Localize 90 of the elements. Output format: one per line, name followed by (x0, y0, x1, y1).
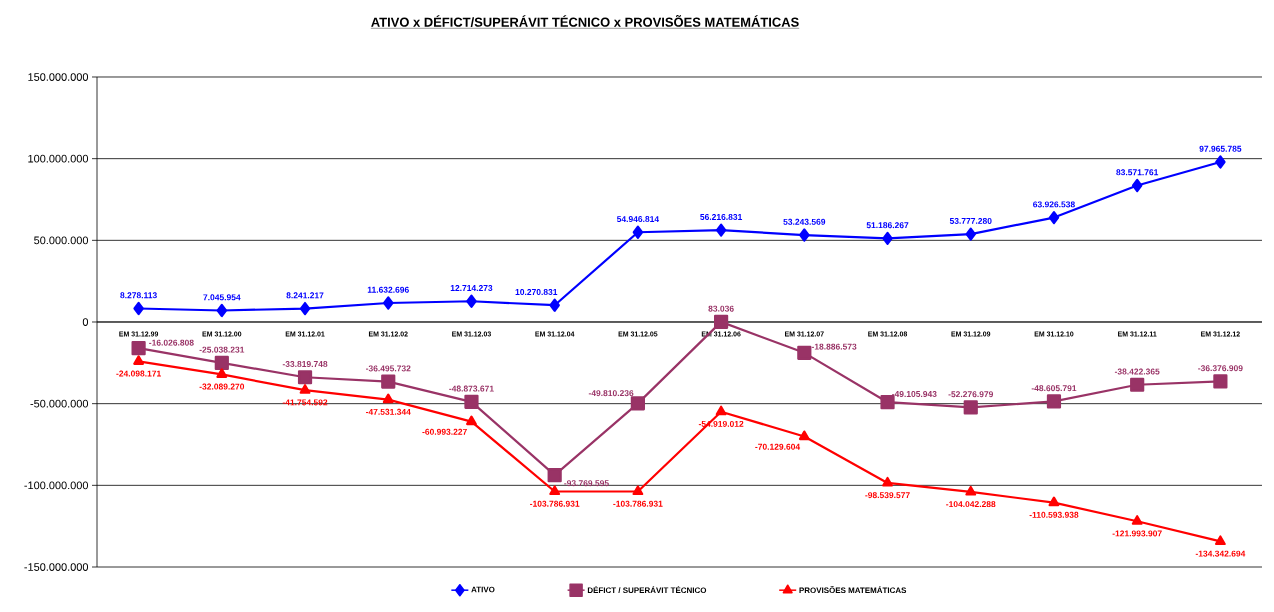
point (1215, 155, 1226, 169)
point (965, 227, 976, 241)
point (133, 355, 145, 365)
data-label: -36.495.732 (365, 365, 411, 372)
point (547, 468, 562, 483)
data-label: -25.038.231 (199, 346, 245, 353)
point (549, 298, 560, 312)
point (965, 485, 977, 496)
data-label: -93.769.595 (564, 480, 609, 487)
point (383, 296, 394, 310)
y-tick-label: 0 (82, 318, 89, 326)
data-label: 53.243.569 (783, 218, 826, 225)
point (1131, 515, 1143, 525)
data-label: -36.376.909 (1198, 365, 1243, 372)
point (1048, 496, 1060, 507)
point (299, 384, 311, 394)
data-label: -60.993.227 (422, 428, 467, 435)
data-label: -16.026.808 (149, 339, 194, 346)
data-label: 7.045.954 (203, 294, 241, 301)
data-label: -24.098.171 (116, 370, 161, 377)
data-label: -32.089.270 (199, 383, 245, 390)
point (549, 485, 561, 496)
data-label: -49.105.943 (892, 391, 937, 397)
data-label: -48.605.791 (1031, 385, 1077, 392)
point (882, 476, 893, 487)
data-label: -52.276.979 (948, 391, 994, 398)
point (880, 395, 895, 410)
point (963, 400, 978, 415)
data-label: 10.270.831 (515, 289, 558, 296)
point (466, 294, 477, 308)
chart-title: ATIVO x DÉFICT/SUPERÁVIT TÉCNICO x PROVISÕES MATEMÁTICAS (371, 15, 799, 27)
data-label: 97.965.785 (1199, 145, 1242, 152)
y-tick-label: -150.000.000 (24, 563, 89, 571)
data-label: 63.926.538 (1033, 201, 1075, 208)
point (131, 341, 146, 356)
point (799, 228, 810, 242)
point (1131, 178, 1143, 193)
data-label: -110.593.938 (1029, 511, 1079, 518)
point (715, 405, 727, 416)
point (466, 415, 477, 426)
data-label: 11.632.696 (367, 286, 409, 293)
point (382, 393, 394, 404)
data-label: -48.873.671 (449, 385, 494, 392)
data-label: -47.531.344 (365, 408, 411, 415)
point (464, 394, 479, 409)
point (214, 355, 229, 370)
data-label: -18.886.573 (811, 343, 857, 350)
point (882, 231, 893, 245)
data-label: -70.129.604 (755, 443, 801, 450)
data-label: 12.714.273 (450, 285, 493, 292)
point (714, 314, 729, 329)
data-label: 53.777.280 (949, 217, 992, 224)
point (715, 223, 727, 237)
point (297, 370, 313, 385)
point (1214, 535, 1226, 546)
data-label: -98.539.577 (865, 492, 910, 499)
point (1213, 374, 1228, 389)
point (216, 368, 228, 379)
data-label: -38.422.365 (1114, 368, 1160, 375)
data-label: -103.786.931 (530, 500, 580, 507)
data-label: 8.241.217 (286, 292, 324, 299)
point (798, 430, 810, 441)
data-label: 54.946.814 (616, 216, 660, 223)
point (299, 301, 311, 316)
y-tick-label: -50.000.000 (30, 399, 89, 408)
point (632, 485, 644, 496)
point (630, 396, 645, 411)
data-label: -49.810.236 (588, 390, 634, 397)
point (1046, 394, 1062, 409)
data-label: -134.342.694 (1195, 550, 1246, 557)
point (1130, 377, 1145, 392)
point (381, 374, 396, 389)
data-label: -33.819.748 (282, 361, 328, 368)
data-label: 8.278.113 (120, 292, 157, 299)
data-label: -103.786.931 (613, 500, 663, 507)
data-label: -121.993.907 (1112, 530, 1162, 537)
data-label: 83.036 (708, 305, 734, 312)
point (797, 345, 812, 360)
data-label: 51.186.267 (866, 222, 909, 229)
point (1048, 210, 1060, 225)
data-label: 83.571.761 (1116, 169, 1159, 176)
data-label: -104.042.288 (946, 501, 996, 508)
y-tick-label: 100.000.000 (28, 154, 89, 163)
y-tick-label: -100.000.000 (24, 481, 89, 490)
point (133, 301, 144, 316)
data-label: 56.216.831 (700, 213, 743, 220)
y-tick-label: 150.000.000 (28, 73, 89, 81)
y-tick-label: 50.000.000 (34, 236, 89, 245)
point (632, 225, 644, 239)
point (216, 303, 228, 318)
